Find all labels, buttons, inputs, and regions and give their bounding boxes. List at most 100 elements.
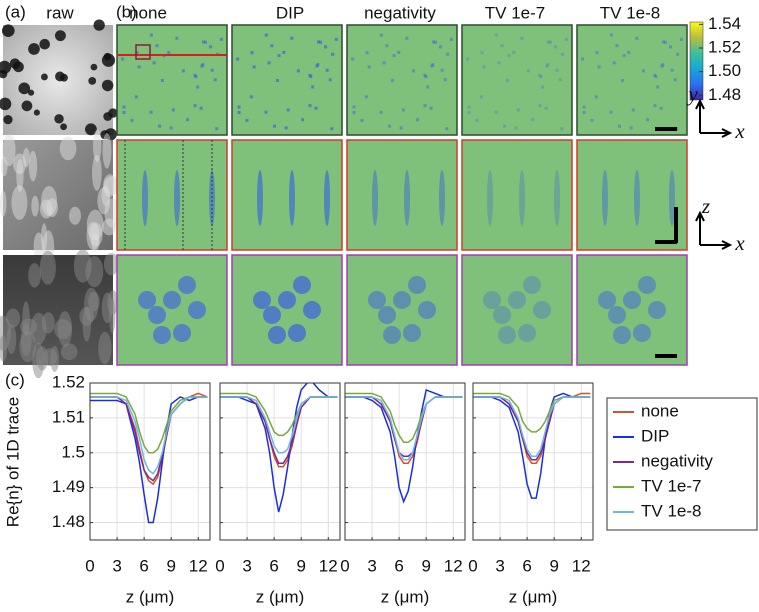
feature [635, 36, 639, 40]
feature [597, 65, 601, 69]
legend-label: TV 1e-8 [641, 501, 701, 520]
raw-texture [0, 335, 8, 362]
feature [617, 124, 621, 128]
feature [330, 127, 334, 131]
feature [449, 37, 453, 41]
reconstruction [346, 24, 458, 136]
feature [523, 276, 541, 294]
reconstruction [116, 254, 228, 366]
feature [135, 51, 139, 55]
raw-spot [85, 123, 97, 136]
feature [138, 291, 156, 309]
raw-spot [0, 60, 12, 74]
series-line [473, 396, 591, 458]
feature [288, 324, 306, 342]
raw-spot [101, 79, 114, 92]
raw-texture [30, 312, 47, 345]
x-tick-label: 9 [296, 556, 305, 575]
x-tick-label: 6 [269, 556, 278, 575]
series-line [220, 383, 338, 513]
panel-label: (c) [5, 370, 25, 389]
raw-texture [28, 150, 38, 182]
x-axis-label: z (μm) [509, 587, 558, 606]
feature [440, 68, 444, 72]
feature [408, 276, 426, 294]
x-tick-label: 3 [367, 556, 376, 575]
raw-spot [60, 73, 68, 82]
raw-texture [88, 291, 100, 312]
feature [383, 326, 401, 344]
feature [541, 85, 545, 89]
feature [272, 124, 276, 128]
feature [582, 111, 586, 115]
x-tick-label: 0 [468, 556, 477, 575]
feature [519, 170, 525, 226]
feature [149, 110, 153, 114]
feature [301, 118, 305, 122]
feature [204, 40, 208, 44]
feature [293, 276, 311, 294]
feature [546, 40, 550, 44]
feature [364, 95, 368, 99]
feature [653, 104, 657, 108]
x-tick-label: 6 [139, 556, 148, 575]
raw-spot [88, 76, 97, 85]
feature [466, 57, 470, 61]
panel-label: (a) [5, 2, 26, 21]
arrow [695, 98, 733, 138]
feature [352, 111, 356, 115]
feature [549, 40, 553, 44]
feature [367, 65, 371, 69]
raw-spot [93, 19, 105, 31]
feature [199, 106, 203, 110]
x-tick-label: 9 [549, 556, 558, 575]
feature [252, 65, 256, 69]
colorbar-tick-label: 1.54 [708, 14, 741, 33]
feature [582, 105, 586, 109]
reconstruction [231, 139, 343, 251]
roi-box [135, 44, 151, 60]
feature [152, 61, 156, 65]
feature [426, 85, 430, 89]
feature [193, 104, 197, 108]
feature [169, 126, 173, 130]
x-tick-label: 12 [444, 556, 463, 575]
feature [467, 111, 471, 115]
legend-label: none [641, 401, 679, 420]
feature [382, 61, 386, 65]
raw-spot [18, 82, 31, 95]
feature [518, 324, 536, 342]
arrow-label: x [734, 119, 745, 143]
feature [171, 108, 175, 112]
feature [516, 108, 520, 112]
feature [676, 52, 680, 56]
reconstruction [231, 254, 343, 366]
feature [378, 306, 396, 324]
reconstruction [576, 139, 688, 251]
feature [253, 291, 271, 309]
feature [538, 73, 542, 77]
scale-bars [655, 127, 678, 358]
raw-texture [16, 159, 24, 193]
scale-bar [655, 354, 677, 358]
column-title: raw [46, 3, 74, 22]
feature [186, 118, 190, 122]
feature [237, 105, 241, 109]
arrow-label: z [701, 194, 710, 218]
feature [193, 73, 197, 77]
plot-area [220, 383, 340, 540]
feature [498, 326, 516, 344]
feature [372, 170, 378, 226]
raw-texture [22, 148, 30, 168]
feature [615, 44, 619, 48]
feature [174, 170, 180, 226]
feature [424, 75, 428, 79]
feature [331, 52, 335, 56]
raw-texture [33, 232, 44, 260]
feature [213, 78, 217, 82]
feature [393, 291, 411, 309]
feature [648, 301, 666, 319]
scale-bar [655, 127, 677, 131]
series-line [90, 396, 208, 524]
